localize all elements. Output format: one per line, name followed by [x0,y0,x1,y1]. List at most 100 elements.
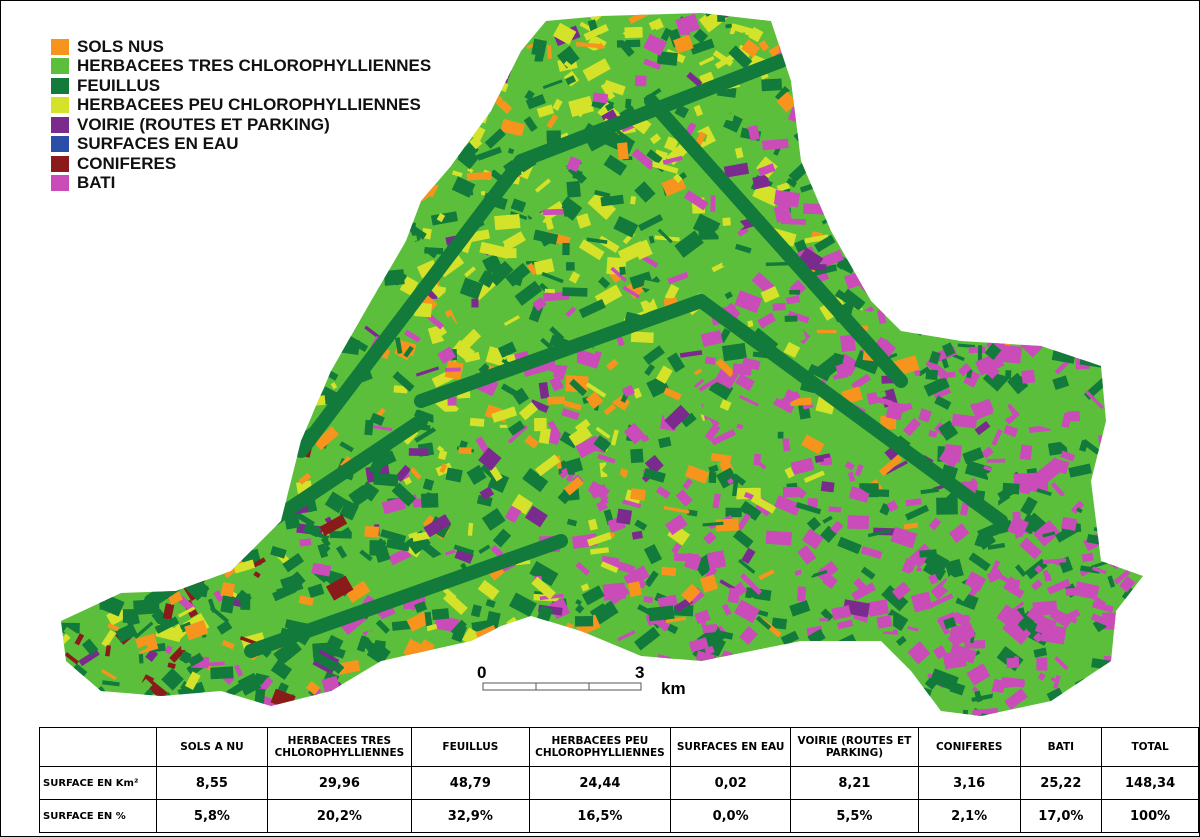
patch [98,567,111,580]
patch [762,376,780,395]
patch [69,423,92,443]
patch [1067,31,1082,46]
patch [1012,322,1039,336]
patch [821,170,842,191]
patch [339,441,354,453]
patch [51,531,58,539]
patch [61,530,69,546]
patch [503,243,514,257]
patch [658,436,672,449]
patch [1103,695,1118,710]
patch [1118,457,1135,466]
patch [574,418,591,434]
patch [488,678,494,685]
patch [507,147,515,155]
patch [600,561,619,573]
patch [314,276,329,290]
patch [124,368,141,387]
patch [763,672,783,688]
patch [961,270,971,283]
patch [89,248,108,266]
patch [913,166,923,176]
patch [1094,488,1111,506]
patch [587,480,610,501]
patch [202,661,225,667]
patch [113,473,122,484]
patch [827,596,840,607]
patch [1054,698,1078,714]
patch [61,530,71,542]
patch [1121,77,1133,92]
patch [217,341,231,356]
patch [704,645,715,656]
patch [185,431,202,451]
patch [346,196,371,216]
patch [626,232,642,245]
patch [789,289,801,295]
patch [941,342,956,357]
patch [633,626,661,651]
patch [1008,160,1026,178]
patch [408,702,427,716]
patch [428,673,450,693]
patch [1076,507,1083,514]
patch [84,324,105,337]
patch [1123,52,1132,61]
patch [1011,27,1032,47]
patch [313,243,322,248]
patch [228,369,243,380]
patch [276,587,285,598]
patch [103,280,115,295]
patch [173,298,198,308]
patch [955,91,964,108]
patch [389,683,406,690]
column-header: HERBACEES TRES CHLOROPHYLLIENNES [266,727,413,767]
patch [756,677,782,691]
patch [386,538,410,552]
patch [1115,341,1126,359]
patch [780,630,800,646]
patch [1062,322,1092,347]
patch [421,493,439,508]
patch [1062,19,1075,34]
patch [746,684,773,709]
patch [1108,356,1124,373]
patch [206,415,224,430]
patch [461,238,473,254]
patch [978,293,995,308]
patch [1056,287,1069,301]
patch [193,516,219,536]
patch [885,460,908,475]
patch [681,412,697,428]
patch [1105,76,1130,93]
patch [575,599,582,606]
patch [818,23,840,41]
patch [337,659,361,675]
patch [1108,28,1134,45]
patch [111,393,123,406]
patch [422,478,435,491]
patch [441,330,458,348]
cell: 29,96 [266,766,413,800]
patch [1113,142,1134,161]
patch [436,445,445,453]
patch [1105,318,1125,331]
patch [801,528,824,550]
patch [347,335,369,352]
patch [687,623,700,634]
patch [140,404,156,422]
patch [993,193,1003,203]
patch [74,430,98,455]
patch [807,171,815,178]
patch [603,154,628,176]
patch [889,167,916,183]
patch [88,305,111,320]
patch [701,687,718,704]
patch [436,213,446,223]
patch [133,425,160,449]
patch [251,328,259,336]
patch [97,261,111,277]
patch [1033,647,1048,658]
patch [75,528,88,540]
